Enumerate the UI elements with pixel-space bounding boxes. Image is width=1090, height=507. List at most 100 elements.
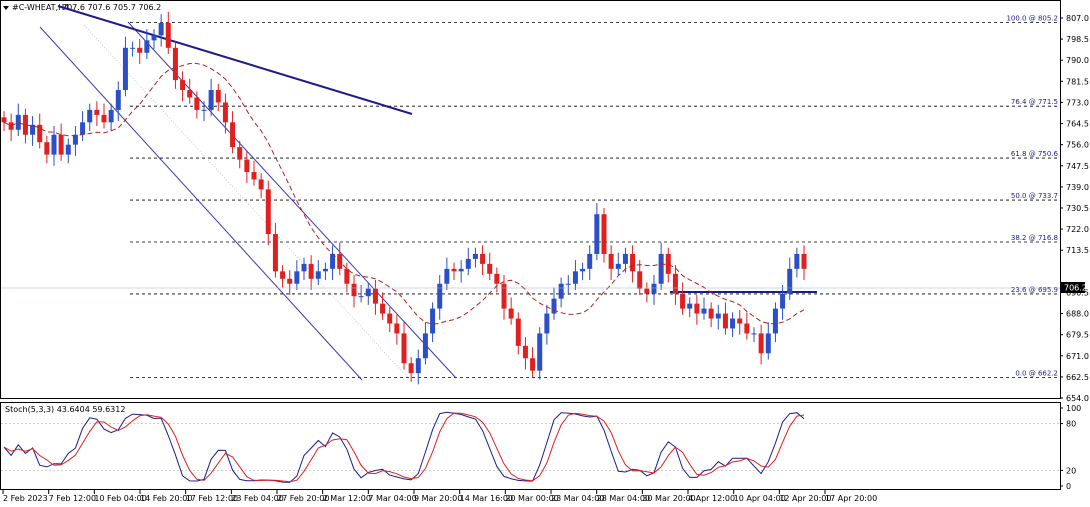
price-tick-label: 773.0 <box>1066 98 1089 107</box>
time-tick-label: 2 Feb 2023 <box>3 494 48 503</box>
candle-bear <box>530 358 536 371</box>
channel-lower-line[interactable] <box>39 26 363 381</box>
candle-bull <box>794 253 800 269</box>
candle-bull <box>151 35 157 41</box>
candle-bull <box>108 109 114 123</box>
price-tick-label: 747.5 <box>1066 162 1089 171</box>
candle-bear <box>522 345 528 359</box>
candle-bull <box>580 268 586 272</box>
candle-bear <box>187 90 193 98</box>
candle-bear <box>180 80 186 91</box>
candle-bull <box>458 268 464 272</box>
stoch-k-line <box>3 411 805 483</box>
candle-bear <box>287 278 293 284</box>
stoch-levels <box>1 423 1060 471</box>
candle-bear <box>58 134 64 155</box>
stoch-tick-label: 0 <box>1066 482 1071 491</box>
time-tick-label: 4 Apr 12:00 <box>688 494 735 503</box>
time-tick-label: 17 Feb 12:00 <box>186 494 238 503</box>
candle-bull <box>544 313 550 334</box>
candle-bull <box>294 271 300 284</box>
price-tick-label: 688.0 <box>1066 310 1089 319</box>
candle-bear <box>630 253 636 272</box>
candle-bear <box>494 273 500 284</box>
price-tick-label: 722.0 <box>1066 225 1089 234</box>
candle-bull <box>201 109 207 111</box>
candle-bull <box>558 283 564 299</box>
candle-bull <box>572 271 578 284</box>
price-tick-label: 679.5 <box>1066 331 1089 340</box>
candle-bull <box>315 271 321 279</box>
candle-bear <box>272 234 278 272</box>
candle-bear <box>501 283 507 309</box>
candle-bear <box>722 313 728 329</box>
candle-bull <box>465 258 471 269</box>
candle-bear <box>451 268 457 272</box>
time-tick-label: 10 Feb 04:00 <box>94 494 146 503</box>
channel-mid-line <box>83 24 410 380</box>
downtrend-line[interactable] <box>57 5 413 115</box>
candle-bear <box>508 308 514 319</box>
candle-bear <box>258 179 264 190</box>
candle-bull <box>622 253 628 264</box>
stoch-d-line <box>3 412 805 483</box>
candle-bull <box>130 47 136 49</box>
price-tick-label: 790.0 <box>1066 56 1089 65</box>
candle-bull <box>80 122 86 135</box>
candle-bull <box>444 268 450 284</box>
price-tick-label: 798.5 <box>1066 35 1089 44</box>
candle-bear <box>22 114 28 135</box>
stoch-axis: 100 80 20 0 <box>1060 404 1081 491</box>
time-tick-label: 23 Feb 04:00 <box>231 494 283 503</box>
candle-bull <box>701 308 707 314</box>
candle-bull <box>780 293 786 309</box>
candle-bear <box>251 171 257 180</box>
candle-bull <box>615 263 621 269</box>
stoch-label: Stoch(5,3,3) 43.6404 59.6312 <box>5 405 125 414</box>
fib-level-label: 76.4 @ 771.5 <box>1011 98 1058 106</box>
candle-bear <box>608 253 614 269</box>
current-price-tag <box>1061 282 1085 293</box>
candle-bull <box>765 333 771 354</box>
candle-bear <box>222 102 228 123</box>
time-tick-label: 10 Apr 04:00 <box>734 494 786 503</box>
candle-bull <box>651 283 657 294</box>
time-tick-label: 23 Mar 04:00 <box>551 494 604 503</box>
candle-bull <box>208 90 214 110</box>
candle-bear <box>137 47 143 53</box>
fib-level-label: 0.0 @ 662.2 <box>1015 370 1058 378</box>
candle-bear <box>230 122 236 148</box>
stoch-tick-label: 100 <box>1066 404 1081 413</box>
candle-bear <box>44 142 50 155</box>
candle-bull <box>587 253 593 269</box>
candle-bear <box>680 293 686 309</box>
candle-bear <box>401 333 407 364</box>
candle-bear <box>194 97 200 110</box>
candle-bear <box>380 303 386 314</box>
stoch-tick-label: 20 <box>1066 466 1076 475</box>
price-tick-label: 807.0 <box>1066 14 1089 23</box>
candle-bear <box>165 22 171 48</box>
fib-level-label: 23.6 @ 695.9 <box>1011 286 1058 294</box>
candle-bear <box>665 253 671 274</box>
candle-bull <box>594 214 600 254</box>
candle-bull <box>158 22 164 36</box>
main-plot-frame <box>0 0 1061 399</box>
candle-bear <box>344 268 350 284</box>
candle-bull <box>687 303 693 309</box>
candle-bull <box>537 333 543 371</box>
candle-bear <box>637 271 643 289</box>
candle-bear <box>387 313 393 324</box>
candle-bear <box>801 253 807 269</box>
candle-bear <box>172 47 178 81</box>
time-tick-label: 14 Mar 16:00 <box>460 494 513 503</box>
price-tick-label: 739.0 <box>1066 183 1089 192</box>
price-tick-label: 654.0 <box>1066 394 1089 403</box>
candle-bear <box>244 159 250 172</box>
candle-bear <box>351 283 357 297</box>
candle-bear <box>308 263 314 279</box>
menu-arrow-icon[interactable] <box>3 6 9 10</box>
candle-bull <box>730 318 736 329</box>
price-tick-label: 730.5 <box>1066 204 1089 213</box>
fib-level-label: 38.2 @ 716.8 <box>1011 234 1058 242</box>
